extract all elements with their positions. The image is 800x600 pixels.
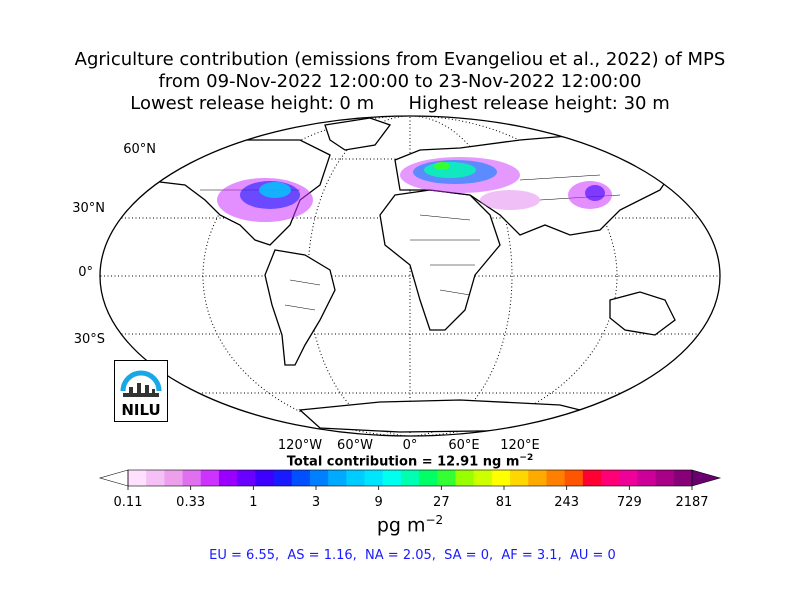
nilu-logo-mark (120, 370, 162, 397)
lat-label-30s: 30°S (73, 332, 105, 347)
colorbar-cell (328, 470, 347, 486)
colorbar-tick-label: 3 (311, 495, 321, 510)
colorbar-max-extend (691, 469, 722, 487)
lon-label-60e: 60°E (448, 438, 480, 453)
total-contribution-label: Total contribution = 12.91 ng m (286, 454, 520, 470)
coastlines (148, 117, 681, 433)
colorbar-cell (237, 470, 256, 486)
colorbar-unit-label: pg m (376, 514, 426, 537)
colorbar-cell (364, 470, 384, 486)
region-summary: EU = 6.55, AS = 1.16, NA = 2.05, SA = 0,… (209, 548, 616, 563)
colorbar-cell (510, 470, 529, 486)
nilu-logo: NILU (114, 360, 168, 422)
colorbar-cell (291, 470, 311, 486)
colorbar-cell (128, 470, 147, 486)
lat-label-0: 0° (78, 265, 93, 280)
colorbar-cell (164, 470, 184, 486)
lon-label-120w: 120°W (277, 438, 323, 453)
colorbar-cell (455, 470, 475, 486)
colorbar-min-extend (98, 469, 129, 487)
colorbar-cell (619, 470, 638, 486)
colorbar-cell (200, 470, 220, 486)
colorbar-cell (218, 470, 238, 486)
lon-label-0: 0° (402, 438, 418, 453)
colorbar-unit: pg m−2 (0, 513, 800, 536)
colorbar-cell (309, 470, 329, 486)
colorbar-cell (491, 470, 511, 486)
lon-label-120e: 120°E (500, 438, 540, 453)
colorbar-tick-label: 0.33 (176, 495, 206, 510)
colorbar-cell (582, 470, 602, 486)
colorbar-tick-label: 9 (374, 495, 383, 510)
colorbar-tick-label: 2187 (675, 495, 709, 510)
colorbar-frame (127, 469, 693, 487)
lon-label-60w: 60°W (337, 438, 373, 453)
colorbar-cell (182, 470, 202, 486)
graticule (100, 116, 720, 436)
colorbar-cell (437, 470, 456, 486)
colorbar-tick-label: 1 (249, 495, 258, 510)
colorbar-tick-label: 243 (554, 495, 580, 510)
lat-label-30n: 30°N (72, 201, 105, 216)
lat-label-60n: 60°N (123, 142, 156, 157)
colorbar-cell (146, 470, 165, 486)
colorbar-cell (382, 470, 402, 486)
colorbar-cell (564, 470, 584, 486)
total-contribution-exponent: −2 (519, 453, 534, 463)
colorbar-cell (400, 470, 420, 486)
colorbar-cell (637, 470, 657, 486)
colorbar-cell (655, 470, 675, 486)
colorbar-tick-label: 729 (616, 495, 642, 510)
colorbar-cell (273, 470, 293, 486)
total-contribution: Total contribution = 12.91 ng m−2 (0, 453, 800, 469)
colorbar-unit-exponent: −2 (425, 513, 444, 527)
colorbar-cell (346, 470, 366, 486)
colorbar-cell (419, 470, 438, 486)
map-title-line-2: from 09-Nov-2022 12:00:00 to 23-Nov-2022… (158, 71, 642, 92)
globe-outline (99, 115, 721, 437)
concentration-field (217, 157, 612, 222)
colorbar-cell (546, 470, 566, 486)
colorbar-cell (528, 470, 547, 486)
nilu-logo-text: NILU (121, 401, 161, 419)
colorbar-tick-label: 0.11 (113, 495, 143, 510)
colorbar-cell (255, 470, 275, 486)
map-title-line-1: Agriculture contribution (emissions from… (74, 49, 726, 70)
map-title-line-3: Lowest release height: 0 m Highest relea… (130, 93, 670, 114)
colorbar-cell (673, 470, 693, 486)
colorbar-cell (601, 470, 620, 486)
colorbar-tick-label: 81 (495, 495, 513, 510)
colorbar-tick-label: 27 (433, 495, 450, 510)
colorbar-cell (473, 470, 493, 486)
